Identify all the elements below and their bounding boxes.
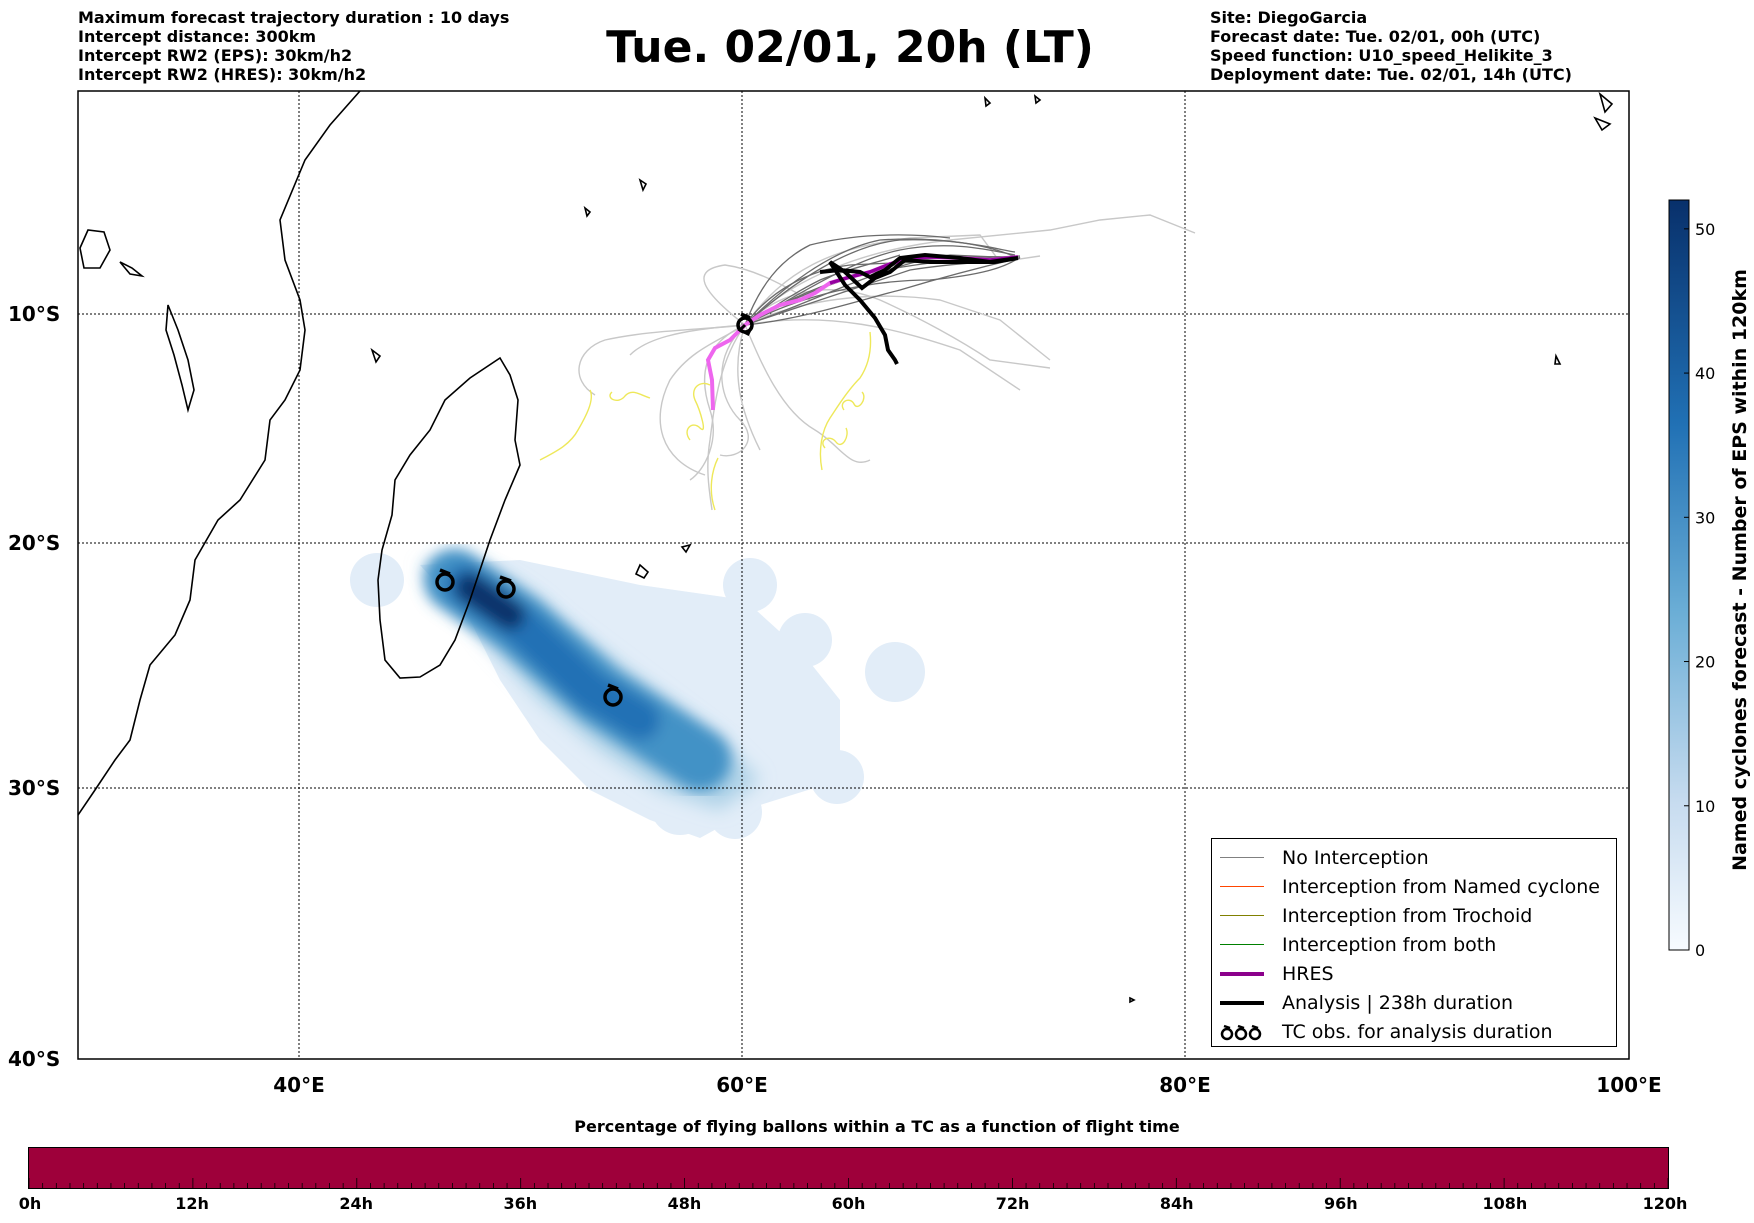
latitude-labels: 10°S 20°S 30°S 40°S xyxy=(8,302,60,1071)
legend-label: HRES xyxy=(1282,962,1334,985)
legend-label: Interception from Named cyclone xyxy=(1282,875,1600,898)
percentage-bar-tick-label: 48h xyxy=(667,1194,702,1213)
colorbar-tick-label: 0 xyxy=(1695,941,1705,960)
legend-swatch xyxy=(1220,1000,1264,1005)
site-text: Site: DiegoGarcia xyxy=(1210,8,1368,27)
legend-named-cyclone: Interception from Named cyclone xyxy=(1212,872,1616,901)
map-frame xyxy=(77,90,1630,1060)
forecast-parameters: Maximum forecast trajectory duration : 1… xyxy=(78,8,509,84)
legend-swatch xyxy=(1220,944,1264,945)
legend-swatch xyxy=(1220,915,1264,916)
density-colorbar: 0 10 20 30 40 50 xyxy=(1668,199,1715,960)
colorbar-tick-label: 40 xyxy=(1695,364,1715,383)
island-e xyxy=(1554,353,1562,365)
graticule xyxy=(78,91,1629,1059)
colorbar-gradient xyxy=(1668,199,1690,951)
tc-observation-symbols xyxy=(435,312,754,707)
island-se xyxy=(1129,996,1136,1004)
map-legend: No Interception Interception from Named … xyxy=(1211,838,1617,1047)
legend-label: Interception from Trochoid xyxy=(1282,904,1533,927)
legend-label: Interception from both xyxy=(1282,933,1497,956)
tc-symbol-icon xyxy=(1220,1022,1264,1042)
max-duration-text: Maximum forecast trajectory duration : 1… xyxy=(78,8,510,27)
legend-analysis: Analysis | 238h duration xyxy=(1212,988,1616,1017)
legend-swatch xyxy=(1220,886,1264,887)
seychelles-1 xyxy=(638,178,648,193)
percentage-bar-tick-label: 108h xyxy=(1482,1194,1528,1213)
lat-label: 30°S xyxy=(8,776,60,800)
legend-label: TC obs. for analysis duration xyxy=(1282,1020,1553,1043)
colorbar-tick-label: 20 xyxy=(1695,653,1715,672)
colorbar-tick-label: 30 xyxy=(1695,508,1715,527)
eps-trajectories-dark xyxy=(744,234,1021,326)
lat-label: 20°S xyxy=(8,531,60,555)
percentage-bar-tick-label: 12h xyxy=(175,1194,209,1213)
legend-trochoid: Interception from Trochoid xyxy=(1212,901,1616,930)
intercept-distance-text: Intercept distance: 300km xyxy=(78,27,317,46)
analysis-trajectory xyxy=(819,252,1019,365)
island-top-2 xyxy=(1033,94,1042,105)
site-info: Site: DiegoGarcia Forecast date: Tue. 02… xyxy=(1210,8,1572,84)
legend-no-interception: No Interception xyxy=(1212,843,1616,872)
hres-trajectory xyxy=(705,254,1019,411)
trochoid-tracks xyxy=(539,331,872,511)
percentage-bar-title: Percentage of flying ballons within a TC… xyxy=(574,1117,1180,1136)
legend-tc-obs: TC obs. for analysis duration xyxy=(1212,1017,1616,1046)
percentage-bar-tick-label: 120h xyxy=(1642,1194,1688,1213)
lon-label: 80°E xyxy=(1159,1073,1211,1097)
coastlines xyxy=(78,91,1614,1004)
lake-tanganyika xyxy=(119,261,145,278)
colorbar-title: Named cyclones forecast - Number of EPS … xyxy=(1729,269,1751,871)
lat-label: 10°S xyxy=(8,302,60,326)
intercept-eps-text: Intercept RW2 (EPS): 30km/h2 xyxy=(78,46,353,65)
lon-label: 100°E xyxy=(1596,1073,1661,1097)
longitude-labels: 40°E 60°E 80°E 100°E xyxy=(273,1073,1661,1097)
lake-victoria xyxy=(79,229,111,269)
colorbar-tick-label: 10 xyxy=(1695,797,1715,816)
colorbar-ticks: 0 10 20 30 40 50 xyxy=(1684,220,1715,960)
intercept-hres-text: Intercept RW2 (HRES): 30km/h2 xyxy=(78,65,367,84)
legend-swatch xyxy=(1220,857,1264,858)
percentage-bar-tick-label: 84h xyxy=(1159,1194,1194,1213)
tc-symbol-icon xyxy=(603,683,623,707)
lake-malawi xyxy=(165,304,195,414)
lon-label: 40°E xyxy=(273,1073,325,1097)
legend-label: No Interception xyxy=(1282,846,1429,869)
legend-hres: HRES xyxy=(1212,959,1616,988)
eps-trajectories-light xyxy=(578,214,1196,511)
percentage-bar-tick-label: 72h xyxy=(995,1194,1030,1213)
tc-symbol-icon xyxy=(435,568,455,592)
seychelles-2 xyxy=(583,205,592,218)
africa-coast xyxy=(78,91,361,816)
percentage-bar-tick-label: 0h xyxy=(18,1194,42,1213)
tc-symbol-icon xyxy=(736,312,754,334)
madagascar-coast xyxy=(377,356,521,679)
percentage-bar xyxy=(28,1147,1669,1189)
percentage-bar-tick-label: 24h xyxy=(339,1194,374,1213)
legend-both: Interception from both xyxy=(1212,930,1616,959)
colorbar-tick-label: 50 xyxy=(1695,220,1715,239)
island-ne-2 xyxy=(1593,116,1612,132)
island-top-1 xyxy=(983,95,992,108)
lat-label: 40°S xyxy=(8,1047,60,1071)
page-title: Tue. 02/01, 20h (LT) xyxy=(606,22,1094,73)
legend-swatch xyxy=(1220,971,1264,976)
reunion xyxy=(680,543,692,554)
speed-function-text: Speed function: U10_speed_Helikite_3 xyxy=(1210,46,1553,65)
percentage-bar-tick-label: 36h xyxy=(503,1194,538,1213)
island-ne-1 xyxy=(1598,91,1614,114)
forecast-date-text: Forecast date: Tue. 02/01, 00h (UTC) xyxy=(1210,27,1541,46)
mauritius xyxy=(634,563,650,580)
tc-symbol-icon xyxy=(496,575,516,599)
lon-label: 60°E xyxy=(716,1073,768,1097)
cyclone-density-field xyxy=(350,549,925,839)
deployment-date-text: Deployment date: Tue. 02/01, 14h (UTC) xyxy=(1210,65,1572,84)
percentage-bar-tick-label: 60h xyxy=(831,1194,866,1213)
percentage-bar-tick-label: 96h xyxy=(1323,1194,1358,1213)
comoros xyxy=(370,347,382,364)
legend-label: Analysis | 238h duration xyxy=(1282,991,1514,1014)
percentage-bar-fill xyxy=(29,1148,1668,1188)
